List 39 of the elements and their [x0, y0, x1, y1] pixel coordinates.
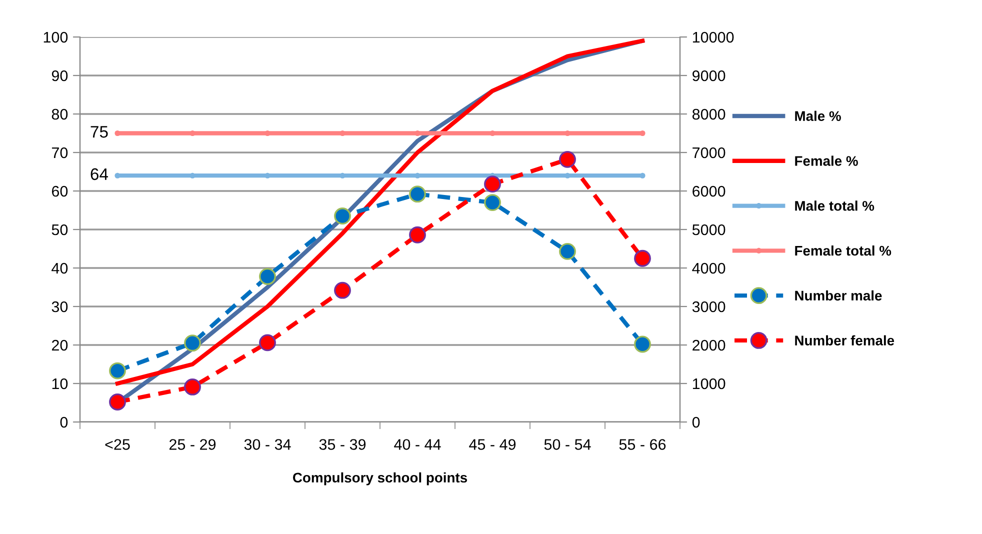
y-tick-label: 20 — [52, 340, 68, 351]
x-tick-label: 30 - 34 — [244, 439, 291, 450]
y-tick-label: 50 — [52, 224, 68, 236]
y-tick-label: 0 — [60, 416, 68, 428]
y-tick-label: 90 — [52, 70, 68, 82]
y2-tick-label: 4000 — [692, 262, 726, 274]
y-tick-label: 80 — [52, 108, 68, 120]
data-label: 75 — [90, 126, 108, 138]
legend-label: Number female — [795, 335, 894, 346]
x-axis-title: Compulsory school points — [292, 472, 468, 486]
y-tick-label: 60 — [52, 186, 68, 197]
x-tick-label: 55 - 66 — [619, 439, 666, 450]
y-tick-label: 30 — [52, 301, 68, 312]
y2-tick-label: 10000 — [692, 32, 734, 43]
y2-tick-label: 8000 — [692, 108, 726, 120]
legend-label: Female total % — [795, 245, 892, 256]
y2-tick-label: 3000 — [692, 301, 726, 312]
y-tick-label: 40 — [52, 262, 68, 274]
y-tick-label: 100 — [44, 32, 68, 43]
y2-tick-label: 9000 — [692, 70, 726, 82]
legend-label: Number male — [795, 290, 882, 301]
legend-label: Male % — [795, 110, 841, 121]
y2-tick-label: 2000 — [692, 340, 726, 351]
x-tick-label: <25 — [105, 439, 130, 450]
y-tick-label: 70 — [52, 147, 68, 158]
y2-tick-label: 7000 — [692, 147, 726, 158]
legend-label: Male total % — [795, 200, 874, 211]
y-tick-label: 10 — [52, 378, 68, 390]
x-tick-label: 45 - 49 — [469, 439, 516, 450]
y2-tick-label: 5000 — [692, 224, 726, 236]
x-tick-label: 50 - 54 — [544, 439, 591, 450]
x-tick-label: 25 - 29 — [169, 439, 216, 450]
x-tick-label: 40 - 44 — [394, 439, 441, 450]
data-label: 64 — [90, 168, 108, 180]
legend-label: Female % — [795, 156, 858, 166]
x-tick-label: 35 - 39 — [319, 439, 366, 450]
y2-tick-label: 0 — [692, 416, 700, 428]
y2-tick-label: 1000 — [692, 378, 726, 390]
y2-tick-label: 6000 — [692, 186, 726, 197]
